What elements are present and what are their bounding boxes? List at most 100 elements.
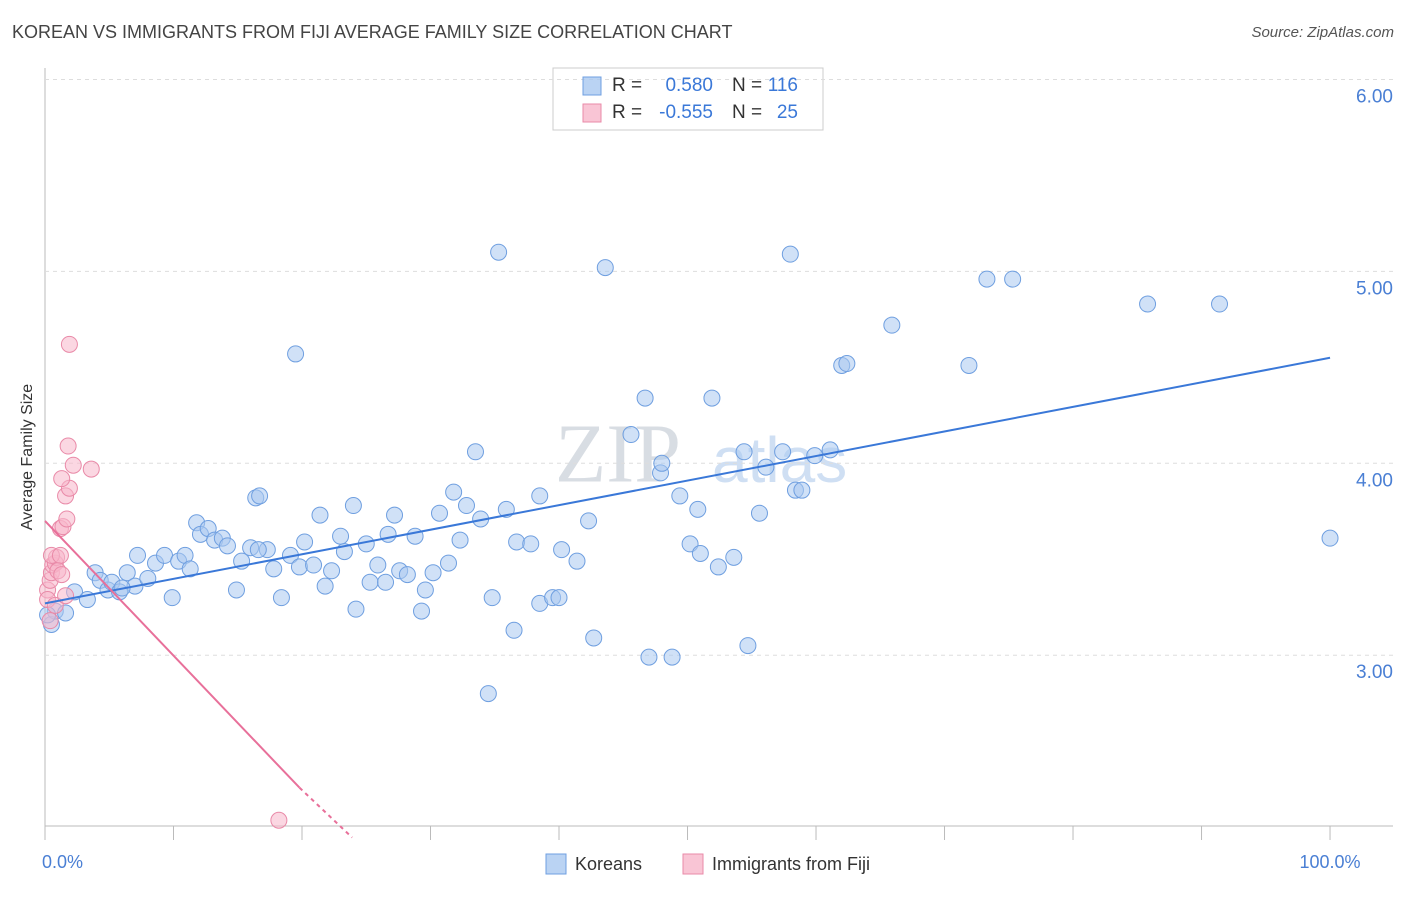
point [709,558,727,576]
point [725,548,743,566]
point [978,270,996,288]
x-tick-label: 100.0% [1300,852,1361,872]
point [739,637,757,655]
legend-swatch [582,103,602,123]
point [316,577,334,595]
watermark: atlas [712,424,847,496]
point [451,531,469,549]
point [596,259,614,277]
y-tick-label: 6.00 [1356,87,1393,108]
point [497,500,515,518]
point [344,497,362,515]
point [118,564,136,582]
point [445,483,463,501]
stat-label: R = [612,102,642,123]
y-axis-label: Average Family Size [19,384,36,531]
point [311,506,329,524]
stat-label: N = [732,75,762,96]
chart-title: KOREAN VS IMMIGRANTS FROM FIJI AVERAGE F… [12,22,732,42]
point [483,589,501,607]
point [585,629,603,647]
point [508,533,526,551]
point [413,602,431,620]
point [369,556,387,574]
point [838,355,856,373]
point [60,335,78,353]
point [735,443,753,461]
r-value: 0.580 [665,75,713,96]
point [457,497,475,515]
legend-swatch [545,853,567,875]
point [323,562,341,580]
point [379,525,397,543]
point [653,454,671,472]
source: Source: ZipAtlas.com [1251,24,1394,41]
point [265,560,283,578]
point [479,685,497,703]
point [522,535,540,553]
point [347,600,365,618]
point [64,456,82,474]
point [53,566,71,584]
point [41,612,59,630]
point [82,460,100,478]
point [440,554,458,572]
point [636,389,654,407]
point [821,441,839,459]
point [272,589,290,607]
point [531,487,549,505]
trend-line [44,356,1331,605]
point [568,552,586,570]
point [251,487,269,505]
point [691,545,709,563]
point [361,573,379,591]
point [398,566,416,584]
point [1321,529,1339,547]
point [53,470,71,488]
point [416,581,434,599]
point [163,589,181,607]
y-tick-label: 5.00 [1356,278,1393,299]
legend-swatch [682,853,704,875]
point [296,533,314,551]
n-value: 116 [768,75,798,96]
y-tick-label: 4.00 [1356,470,1393,491]
point [774,443,792,461]
point [59,437,77,455]
point [703,389,721,407]
point [553,541,571,559]
trend-line [44,520,301,789]
stat-label: N = [732,102,762,123]
point [622,426,640,444]
point [466,443,484,461]
point [883,316,901,334]
point [287,345,305,363]
point [689,500,707,518]
point [129,546,147,564]
x-tick-label: 0.0% [42,852,83,872]
point [386,506,404,524]
point [960,356,978,374]
point [332,527,350,545]
point [218,537,236,555]
point [431,504,449,522]
point [505,621,523,639]
point [181,560,199,578]
y-tick-label: 3.00 [1356,662,1393,683]
point [640,648,658,666]
point [290,558,308,576]
n-value: 25 [777,102,798,123]
point [270,811,288,829]
point [1139,295,1157,313]
point [793,481,811,499]
point [51,546,69,564]
trend-line [298,786,353,839]
point [490,243,508,261]
point [1004,270,1022,288]
point [156,546,174,564]
legend-label: Immigrants from Fiji [712,854,870,874]
legend-label: Koreans [575,854,642,874]
point [58,510,76,528]
